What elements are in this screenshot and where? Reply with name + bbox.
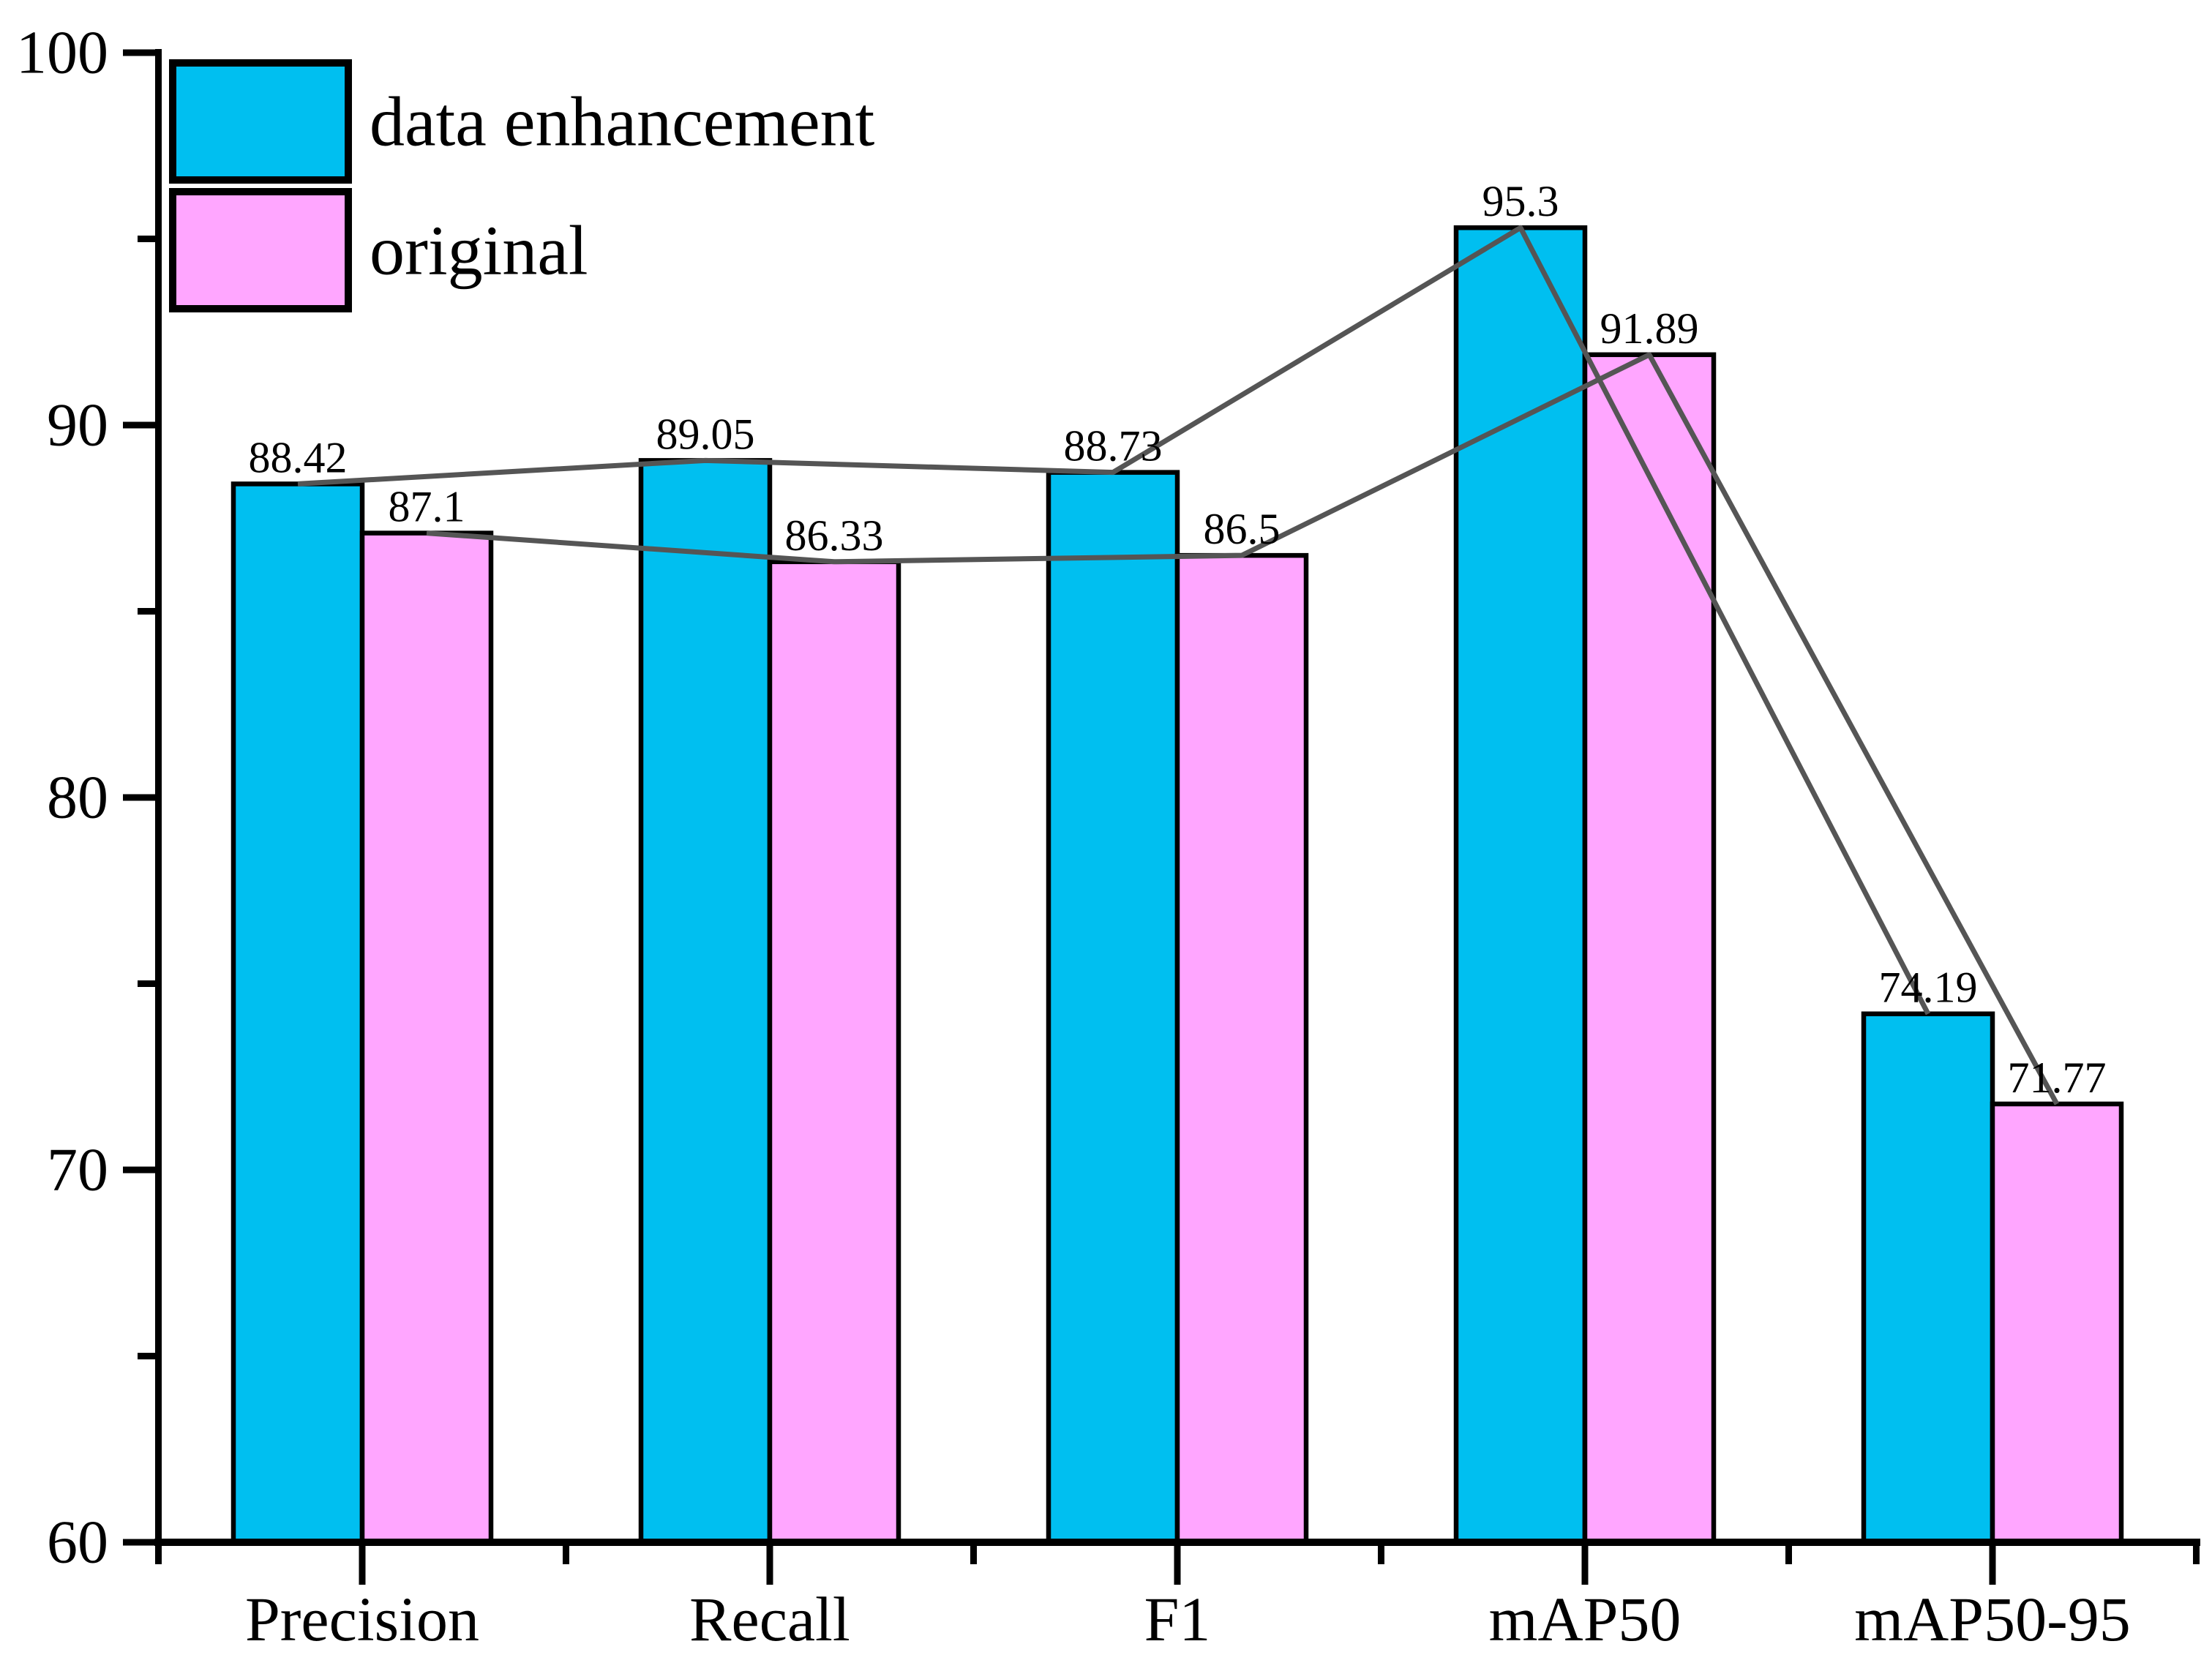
value-label-map50-data-enhancement: 95.3 (1482, 177, 1559, 225)
y-tick-label-70: 70 (47, 1136, 108, 1204)
bar-recall-original (767, 559, 901, 1545)
value-label-recall-original: 86.33 (785, 511, 884, 560)
labels-layer: 88.42 89.05 88.73 95.3 74.19 87.1 86.33 86.5 91.… (16, 19, 2131, 1655)
bar-f1-data-enhancement (1046, 470, 1180, 1545)
category-label-recall: Recall (689, 1584, 850, 1654)
value-label-map50-95-data-enhancement: 74.19 (1879, 964, 1978, 1012)
axes-layer (123, 49, 2200, 1585)
y-tick-label-90: 90 (47, 391, 108, 459)
series-lines-layer (297, 225, 2060, 1105)
bar-recall-data-enhancement (638, 458, 773, 1545)
y-tick-label-100: 100 (16, 19, 108, 87)
value-label-recall-data-enhancement: 89.05 (656, 410, 755, 458)
category-label-map50: mAP50 (1489, 1584, 1682, 1654)
bar-map50-original (1582, 352, 1717, 1545)
bar-map50-data-enhancement (1453, 225, 1588, 1545)
legend-swatch-data-enhancement (169, 59, 352, 184)
value-label-f1-original: 86.5 (1204, 505, 1281, 553)
value-label-precision-original: 87.1 (389, 483, 465, 531)
bar-map50-95-data-enhancement (1861, 1011, 1995, 1545)
bar-precision-data-enhancement (230, 481, 365, 1545)
value-label-map50-95-original: 71.77 (2008, 1054, 2107, 1102)
bars-layer (230, 225, 2124, 1545)
series-line-data-enhancement (297, 225, 1931, 1016)
category-label-precision: Precision (245, 1584, 479, 1654)
legend-label-data-enhancement: data enhancement (370, 83, 875, 161)
bar-f1-original (1174, 552, 1309, 1545)
series-line-original (426, 352, 2060, 1105)
bar-precision-original (359, 530, 494, 1545)
value-label-map50-original: 91.89 (1600, 304, 1699, 353)
y-tick-label-60: 60 (47, 1509, 108, 1577)
category-label-f1: F1 (1144, 1584, 1211, 1654)
value-label-precision-data-enhancement: 88.42 (249, 433, 348, 481)
category-label-map50-95: mAP50-95 (1854, 1584, 2130, 1654)
y-tick-label-80: 80 (47, 764, 108, 832)
value-label-f1-data-enhancement: 88.73 (1064, 422, 1163, 470)
legend-swatch-original (169, 188, 352, 312)
legend: data enhancement original (169, 59, 875, 312)
bar-map50-95-original (1990, 1101, 2124, 1545)
legend-label-original: original (370, 211, 588, 290)
